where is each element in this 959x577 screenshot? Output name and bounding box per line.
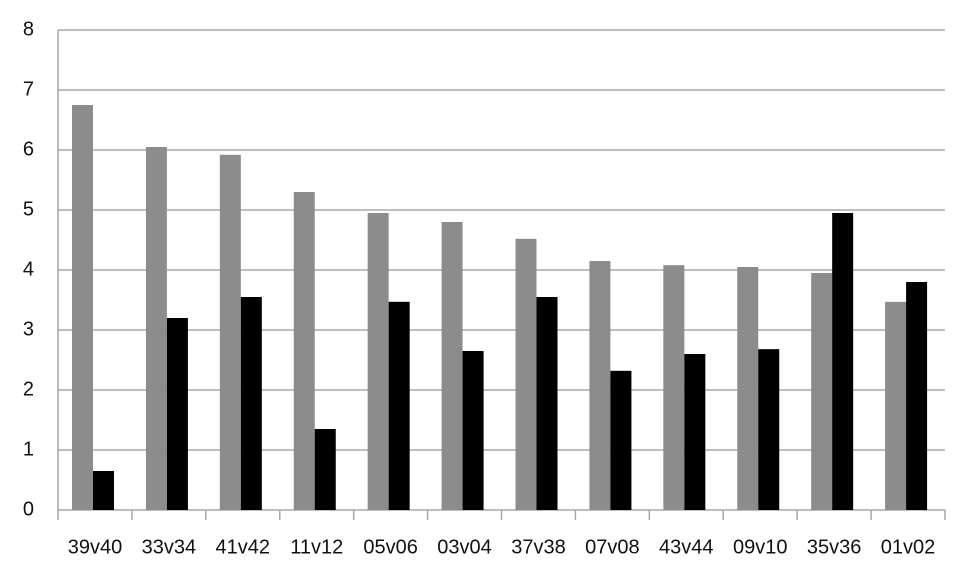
- bar: [832, 213, 854, 510]
- y-tick-label: 7: [23, 78, 34, 100]
- bar: [663, 265, 685, 510]
- bar: [293, 192, 315, 510]
- x-tick-label: 35v36: [807, 536, 862, 558]
- bar: [515, 238, 537, 511]
- bar: [758, 349, 780, 510]
- y-tick-label: 3: [23, 318, 34, 340]
- x-tick-label: 43v44: [659, 536, 714, 558]
- y-tick-label: 8: [23, 18, 34, 40]
- x-tick-label: 33v34: [142, 536, 197, 558]
- bar: [610, 370, 632, 510]
- bar: [462, 351, 484, 510]
- y-tick-label: 6: [23, 138, 34, 160]
- bar: [145, 147, 167, 510]
- bar: [72, 105, 93, 510]
- y-tick-label: 2: [23, 378, 34, 400]
- x-tick-label: 07v08: [585, 536, 640, 558]
- x-tick-label: 11v12: [290, 536, 343, 558]
- bar: [388, 301, 410, 510]
- x-tick-label: 01v02: [881, 536, 936, 558]
- x-tick-label: 05v06: [363, 536, 418, 558]
- y-tick-label: 1: [23, 438, 34, 460]
- x-tick-label: 09v10: [733, 536, 788, 558]
- bar: [441, 222, 463, 510]
- bar: [737, 267, 759, 510]
- x-tick-label: 39v40: [68, 536, 123, 558]
- y-tick-label: 4: [23, 258, 34, 280]
- x-tick-label: 41v42: [216, 536, 271, 558]
- y-tick-label: 5: [23, 198, 34, 220]
- bar: [811, 273, 833, 510]
- bar: [166, 318, 188, 510]
- bar: [906, 282, 928, 510]
- bar: [219, 154, 241, 511]
- bar: [684, 354, 706, 510]
- bar: [536, 297, 558, 510]
- y-tick-label: 0: [23, 498, 34, 520]
- bar: [93, 471, 114, 510]
- x-tick-label: 37v38: [511, 536, 566, 558]
- bar: [589, 261, 611, 510]
- x-tick-label: 03v04: [437, 536, 492, 558]
- bar: [314, 429, 336, 510]
- bar: [240, 297, 262, 510]
- bar: [367, 213, 389, 510]
- bar: [885, 301, 907, 510]
